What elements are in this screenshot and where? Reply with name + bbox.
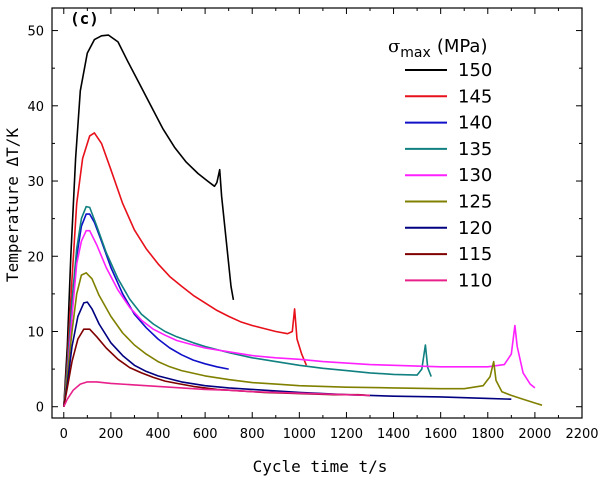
x-tick-label: 0 [60,427,68,442]
legend-label-110: 110 [458,270,492,291]
x-tick-label: 1600 [424,427,457,442]
y-axis-label: Temperature ΔT/K [3,128,22,282]
legend-label-140: 140 [458,113,492,134]
y-tick-label: 30 [27,175,44,190]
legend-label-135: 135 [458,139,492,160]
legend-title-sub: max [400,45,431,61]
legend: σmax (MPa) 150 145 140 135 130 125 120 115 110 [388,36,492,291]
axis-ticks: 0 200 400 600 800 1000 1200 1400 1600 1800 2000 220… [27,8,599,442]
legend-label-120: 120 [458,218,492,239]
x-tick-label: 1400 [377,427,410,442]
series-line-130 [63,229,536,407]
legend-label-150: 150 [458,60,492,81]
series-line-150 [63,34,235,407]
panel-label: (c) [70,9,99,28]
x-tick-label: 1200 [330,427,363,442]
series-line-125 [63,272,543,407]
plot-frame [51,7,583,419]
legend-label-130: 130 [458,165,492,186]
x-tick-label: 400 [146,427,171,442]
legend-label-125: 125 [458,192,492,213]
y-tick-label: 50 [27,25,44,40]
series-line-145 [63,132,308,407]
y-tick-label: 0 [36,401,44,416]
series-line-110 [63,381,371,408]
y-tick-label: 10 [27,325,44,340]
series-line-140 [63,213,229,407]
y-tick-label: 20 [27,250,44,265]
series-line-135 [63,205,432,407]
y-tick-label: 40 [27,100,44,115]
legend-title-unit: (MPa) [437,36,488,57]
x-tick-label: 1000 [283,427,316,442]
series-line-120 [63,301,512,407]
legend-label-145: 145 [458,86,492,107]
x-tick-label: 1800 [471,427,504,442]
x-tick-label: 800 [240,427,265,442]
legend-title-symbol: σ [388,36,400,57]
x-tick-label: 2000 [518,427,551,442]
x-tick-label: 200 [98,427,123,442]
x-axis-label: Cycle time t/s [253,457,388,476]
x-tick-label: 2200 [565,427,598,442]
legend-title: σmax (MPa) [388,36,487,61]
legend-label-115: 115 [458,244,492,265]
series-lines [63,34,543,408]
x-tick-label: 600 [193,427,218,442]
